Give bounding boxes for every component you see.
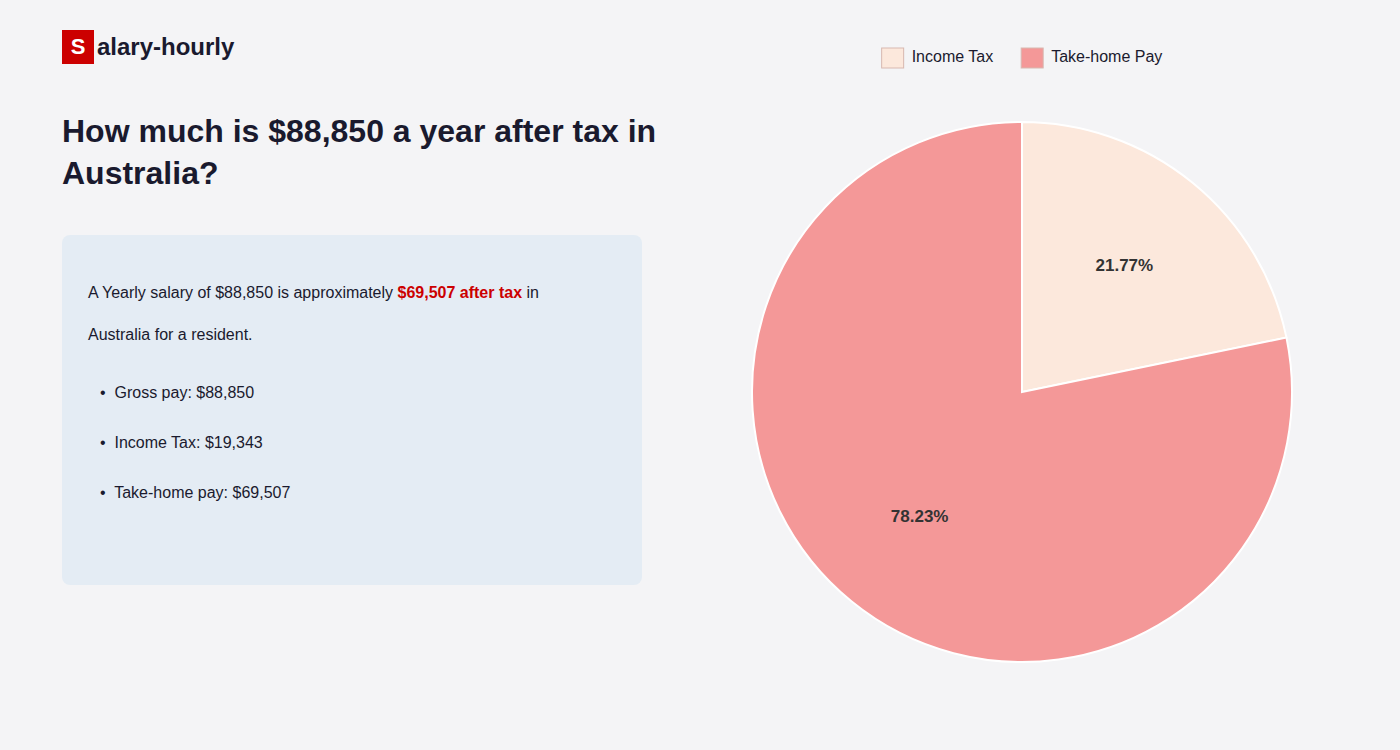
bullet-item: • Income Tax: $19,343 <box>88 431 622 481</box>
data-label: 21.77% <box>1096 256 1154 275</box>
legend-label: Take-home Pay <box>1051 48 1162 65</box>
slices <box>752 122 1292 662</box>
pie-chart: 21.77% 78.23% Income Tax Take-home Pay <box>0 0 1400 750</box>
legend-label: Income Tax <box>912 48 994 65</box>
logo: Salary-hourly <box>62 30 234 64</box>
pie-slice <box>752 122 1292 662</box>
info-box: A Yearly salary of $88,850 is approximat… <box>62 235 642 585</box>
info-text: A Yearly salary of $88,850 is approximat… <box>88 284 398 301</box>
info-line: Australia for a resident. <box>88 323 622 365</box>
title: How much is $88,850 a year after tax in … <box>62 110 682 194</box>
legend: Income Tax Take-home Pay <box>882 48 1163 68</box>
data-label: 78.23% <box>891 507 949 526</box>
bullet-item: • Take-home pay: $69,507 <box>88 481 622 531</box>
logo-mark: S <box>62 30 94 64</box>
info-text: in <box>522 284 539 301</box>
legend-swatch <box>882 48 904 68</box>
logo-text: alary-hourly <box>97 33 234 61</box>
legend-swatch <box>1021 48 1043 68</box>
info-line: A Yearly salary of $88,850 is approximat… <box>88 281 622 323</box>
bullet-list: • Gross pay: $88,850• Income Tax: $19,34… <box>88 381 622 531</box>
bullet-item: • Gross pay: $88,850 <box>88 381 622 431</box>
info-text: Australia for a resident. <box>88 326 253 343</box>
data-labels: 21.77% 78.23% <box>891 256 1153 526</box>
info-highlight: $69,507 after tax <box>398 284 523 301</box>
